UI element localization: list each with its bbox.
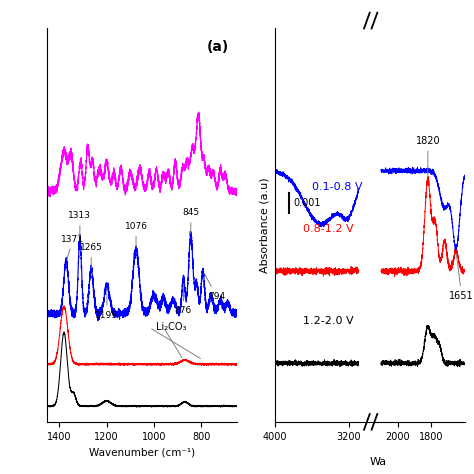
Text: 876: 876 — [175, 284, 192, 316]
Text: 0.8-1.2 V: 0.8-1.2 V — [303, 224, 353, 234]
Text: 1651: 1651 — [449, 254, 474, 301]
Text: 1313: 1313 — [68, 211, 91, 237]
Text: 1199: 1199 — [95, 288, 118, 319]
Y-axis label: Absorbance (a.u): Absorbance (a.u) — [259, 177, 269, 273]
Text: 0.001: 0.001 — [293, 198, 321, 208]
Text: 1371: 1371 — [61, 235, 84, 260]
X-axis label: Wavenumber (cm⁻¹): Wavenumber (cm⁻¹) — [89, 447, 195, 457]
Text: 0.1-0.8 V: 0.1-0.8 V — [312, 182, 363, 192]
Text: 1820: 1820 — [416, 136, 440, 176]
Text: 845: 845 — [182, 208, 200, 233]
Text: 794: 794 — [204, 273, 225, 301]
Text: 1265: 1265 — [80, 243, 103, 268]
Text: 1.2-2.0 V: 1.2-2.0 V — [303, 317, 353, 327]
Text: (a): (a) — [207, 40, 229, 54]
Text: 1076: 1076 — [125, 222, 147, 247]
Text: Li₂CO₃: Li₂CO₃ — [156, 322, 187, 332]
Text: Wa: Wa — [370, 457, 387, 467]
